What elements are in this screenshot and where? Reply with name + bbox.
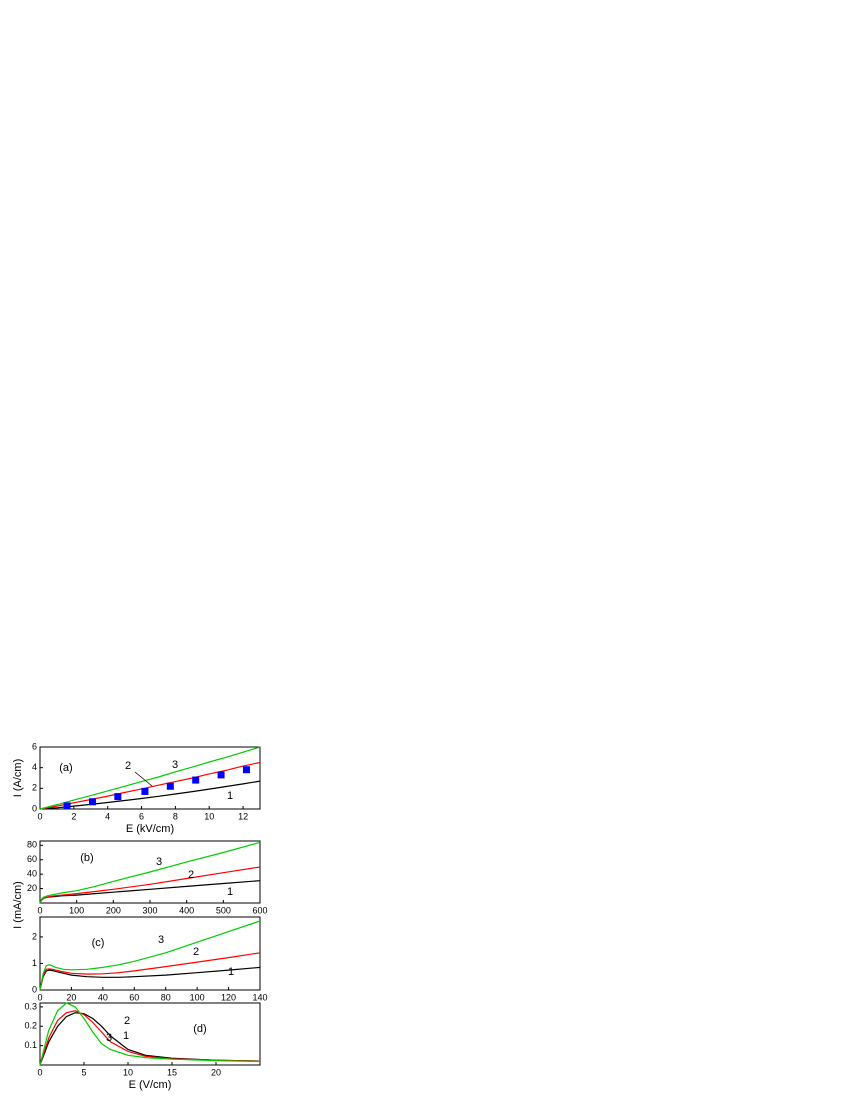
panel-label: (d) [193, 1023, 206, 1035]
curve-label: 3 [156, 856, 162, 868]
y-tick-label: 0 [32, 803, 37, 813]
x-tick-label: 120 [221, 992, 236, 1002]
x-tick-label: 10 [123, 1067, 133, 1077]
curve [39, 1010, 261, 1066]
curve [39, 746, 261, 810]
y-tick-label: 1 [32, 958, 37, 968]
curve-label: 1 [123, 1030, 129, 1042]
data-point [88, 798, 96, 806]
data-point [63, 802, 71, 810]
data-point [217, 771, 225, 779]
x-tick-label: 400 [179, 905, 194, 915]
plot-frame [39, 916, 261, 991]
curve-label: 3 [172, 759, 178, 771]
x-tick-label: 0 [37, 905, 42, 915]
x-tick-label: 4 [105, 811, 110, 821]
data-point [192, 776, 200, 784]
data-point [242, 766, 250, 774]
plot-frame [39, 746, 261, 810]
x-tick-label: 20 [211, 1067, 221, 1077]
x-tick-label: 100 [190, 992, 205, 1002]
curve [39, 1012, 261, 1066]
curve [39, 952, 261, 991]
x-tick-label: 8 [173, 811, 178, 821]
x-tick-label: 15 [167, 1067, 177, 1077]
panel-label: (a) [59, 762, 72, 774]
y-tick-label: 4 [32, 762, 37, 772]
x-tick-label: 140 [252, 992, 267, 1002]
curve [39, 920, 261, 991]
plot-frame [39, 1002, 261, 1066]
curve [39, 966, 261, 991]
y-axis-title: I (A/cm) [12, 759, 24, 798]
x-tick-label: 500 [216, 905, 231, 915]
curve-label: 2 [125, 760, 131, 772]
data-point [141, 787, 149, 795]
y-tick-label: 60 [27, 854, 37, 864]
curve-label: 2 [124, 1015, 130, 1027]
x-tick-label: 12 [238, 811, 248, 821]
x-tick-label: 0 [37, 1067, 42, 1077]
x-tick-label: 100 [69, 905, 84, 915]
x-tick-label: 40 [98, 992, 108, 1002]
curve [39, 866, 261, 904]
curve-label: 2 [188, 869, 194, 881]
y-tick-label: 0 [32, 984, 37, 994]
curve-label: 1 [227, 886, 233, 898]
curve-label: 1 [228, 966, 234, 978]
x-axis-title: E (V/cm) [129, 1079, 172, 1091]
y-tick-label: 0.2 [24, 1021, 37, 1031]
y-tick-label: 0.1 [24, 1040, 37, 1050]
x-tick-label: 60 [129, 992, 139, 1002]
panel-label: (c) [92, 937, 105, 949]
y-tick-label: 2 [32, 931, 37, 941]
y-tick-label: 0.3 [24, 1001, 37, 1011]
y-tick-label: 40 [27, 869, 37, 879]
curve [39, 761, 261, 810]
x-tick-label: 200 [106, 905, 121, 915]
data-point [166, 782, 174, 790]
curve [39, 1002, 261, 1066]
leader-line [134, 771, 153, 787]
y-tick-label: 2 [32, 783, 37, 793]
x-tick-label: 10 [204, 811, 214, 821]
curve-label: 3 [158, 934, 164, 946]
x-tick-label: 20 [66, 992, 76, 1002]
x-tick-label: 0 [37, 811, 42, 821]
x-tick-label: 80 [161, 992, 171, 1002]
x-tick-label: 6 [139, 811, 144, 821]
x-tick-label: 300 [142, 905, 157, 915]
x-tick-label: 0 [37, 992, 42, 1002]
panel-label: (b) [80, 852, 93, 864]
x-tick-label: 2 [71, 811, 76, 821]
x-tick-label: 5 [81, 1067, 86, 1077]
x-tick-label: 600 [252, 905, 267, 915]
curve-label: 1 [227, 790, 233, 802]
y-tick-label: 80 [27, 840, 37, 850]
y-axis-title: I (mA/cm) [12, 881, 24, 929]
curve-label: 3 [106, 1032, 112, 1044]
y-tick-label: 20 [27, 883, 37, 893]
x-axis-title: E (kV/cm) [126, 823, 174, 835]
curve [39, 780, 261, 810]
curve [39, 841, 261, 904]
data-point [114, 793, 122, 801]
y-tick-label: 6 [32, 741, 37, 751]
curve-label: 2 [193, 946, 199, 958]
